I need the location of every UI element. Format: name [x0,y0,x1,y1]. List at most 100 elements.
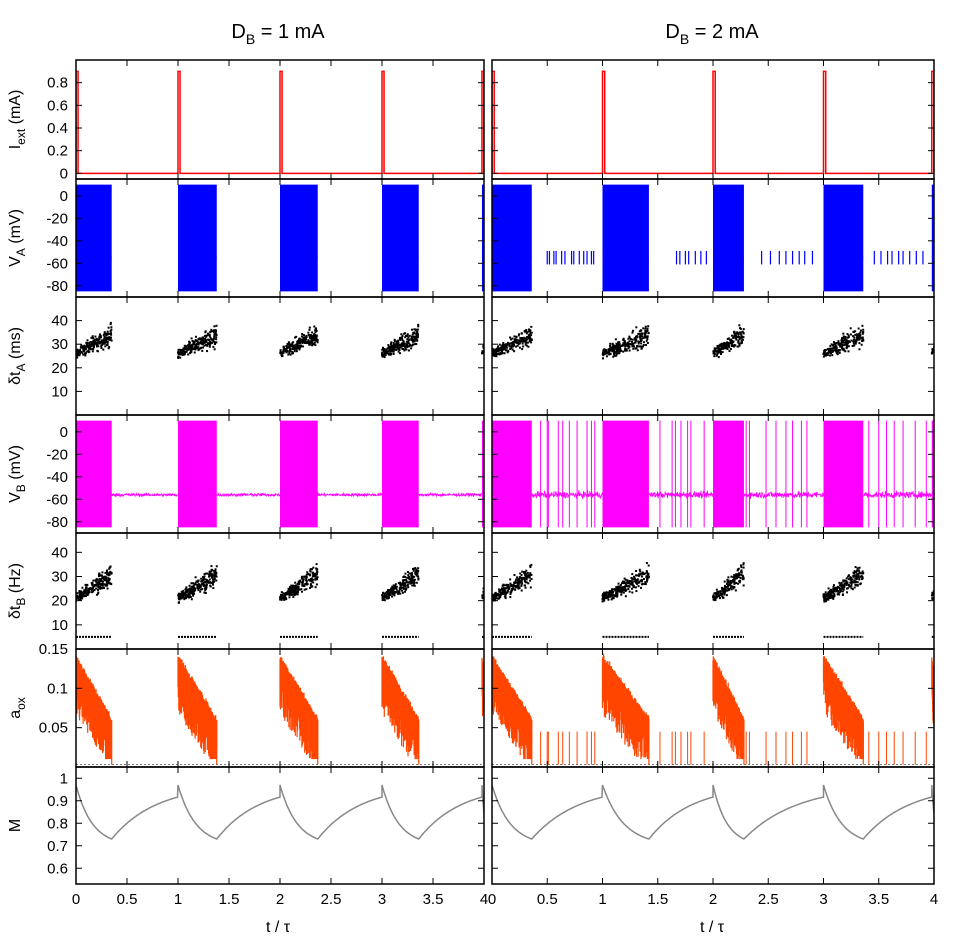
interval-point [638,332,641,335]
interval-point [101,340,104,343]
x-tick-label: 1.5 [219,891,240,908]
interval-point [640,345,643,348]
interval-point [647,575,650,578]
interval-point [853,574,856,577]
interval-point [740,340,743,343]
interval-point [189,590,192,593]
interval-point [83,345,86,348]
interval-point [209,584,212,587]
interval-point [720,586,723,589]
interval-point [643,336,646,339]
interval-point [628,579,631,582]
interval-point [740,573,743,576]
interval-point [616,346,619,349]
interval-point [92,589,95,592]
interval-point [833,593,836,596]
interval-point [938,581,940,583]
interval-point [509,578,512,581]
interval-point [194,576,197,579]
interval-point [502,589,505,592]
interval-point [938,334,940,336]
interval-point [106,344,109,347]
y-tick-label: 0.6 [47,97,68,114]
interval-point [715,588,718,591]
interval-point [618,352,621,355]
interval-point [935,338,937,340]
interval-point [310,580,313,583]
interval-point [721,351,724,354]
interval-point [825,593,828,596]
interval-point [855,573,858,576]
interval-point [730,588,733,591]
panel-frame [75,532,485,650]
interval-point [827,591,830,594]
interval-point [212,574,215,577]
interval-point [92,579,95,582]
interval-point [641,571,644,574]
interval-point [500,345,503,348]
interval-point [414,572,417,575]
interval-point [641,337,644,340]
interval-point [308,340,311,343]
interval-point [624,595,627,598]
interval-point [861,332,864,335]
interval-point [404,579,407,582]
interval-point [726,580,729,583]
interval-point [189,595,192,598]
interval-point [110,326,113,329]
interval-point [412,579,415,582]
interval-point [280,598,283,601]
interval-point [395,585,398,588]
interval-point [852,330,855,333]
interval-point [730,334,733,337]
interval-point [860,572,863,575]
interval-point [99,587,102,590]
interval-point [300,590,303,593]
interval-point [630,576,633,579]
interval-point [720,594,723,597]
interval-point [624,590,627,593]
interval-point [713,596,716,599]
interval-point [201,579,204,582]
interval-point [646,327,649,330]
interval-point [392,342,395,345]
interval-point [109,565,112,568]
interval-point [399,592,402,595]
interval-point [99,336,102,339]
interval-point [307,333,310,336]
interval-point [523,578,526,581]
interval-point [108,338,111,341]
interval-point [182,591,185,594]
interval-point [525,344,528,347]
interval-point [615,342,618,345]
interval-point [187,347,190,350]
interval-point [84,583,87,586]
interval-point [525,578,528,581]
interval-point [208,578,211,581]
interval-point [212,587,215,590]
interval-point [625,584,628,587]
interval-point [298,342,301,345]
interval-point [841,346,844,349]
interval-point [108,578,111,581]
interval-point [188,587,191,590]
interval-point [92,342,95,345]
interval-point [827,351,830,354]
interval-point [525,336,528,339]
interval-point [615,586,618,589]
interval-point [96,343,99,346]
spike-burst [76,420,112,528]
interval-point [643,572,646,575]
interval-point [852,335,855,338]
interval-point [856,567,859,570]
interval-point [638,345,641,348]
interval-point [284,598,287,601]
interval-point [504,597,507,600]
interval-point [77,352,80,355]
interval-point [383,349,386,352]
interval-point [844,350,847,353]
interval-point [857,569,860,572]
interval-point [87,346,90,349]
interval-point [618,588,621,591]
interval-point [382,346,385,349]
